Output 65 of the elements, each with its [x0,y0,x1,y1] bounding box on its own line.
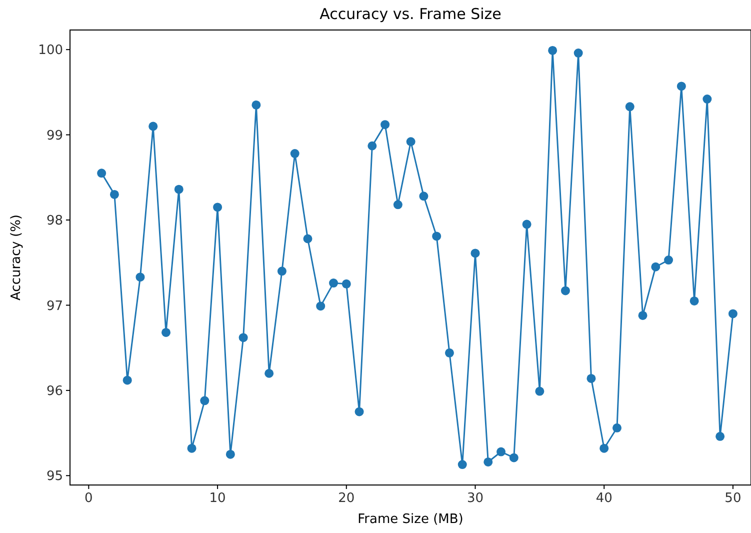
point [174,184,184,194]
x-tick-label: 10 [209,491,226,506]
point [496,447,506,456]
point [368,141,377,150]
y-tick-label: 96 [46,384,63,399]
point [484,457,493,466]
point [264,368,274,378]
point [716,432,725,441]
point [419,192,428,201]
point [252,100,261,110]
point [560,286,570,296]
x-tick-label: 40 [596,491,612,506]
x-tick-label: 20 [338,491,355,506]
chart-title: Accuracy vs. Frame Size [320,5,502,23]
x-axis-title: Frame Size (MB) [358,512,464,527]
point [97,168,106,178]
point [303,234,312,244]
y-tick-label: 97 [46,298,63,314]
point [676,82,686,91]
point [470,248,480,258]
point [638,310,648,320]
point [380,120,390,130]
x-tick-label: 50 [724,491,742,506]
point [651,262,660,272]
point [535,386,544,396]
y-tick-label: 95 [46,469,63,484]
point [316,302,326,311]
point [136,272,145,282]
point [586,374,596,383]
point [187,444,196,453]
x-tick-label: 30 [466,491,484,506]
point [200,396,210,406]
point [342,279,351,288]
y-tick-label: 99 [46,128,63,144]
point [600,444,609,453]
point [329,278,338,288]
point [574,48,583,58]
point [226,450,235,459]
point [122,376,132,385]
y-axis-title: Accuracy (%) [9,214,24,300]
point [612,423,622,432]
point [548,46,558,55]
point [509,453,518,462]
point [664,256,674,265]
point [148,122,158,131]
y-tick-label: 98 [46,214,63,229]
point [432,232,442,241]
point [354,407,364,416]
point [277,266,286,276]
point [290,149,300,158]
point [238,333,248,342]
y-tick-label: 100 [38,43,63,58]
point [213,202,222,212]
point [110,190,119,199]
point [690,296,699,306]
x-tick-label: 0 [84,491,93,506]
point [522,220,532,229]
point [702,94,712,104]
point [406,137,416,146]
point [393,200,402,210]
point [458,460,467,470]
point [728,309,738,318]
point [444,348,454,358]
point [161,328,170,337]
point [625,102,634,112]
